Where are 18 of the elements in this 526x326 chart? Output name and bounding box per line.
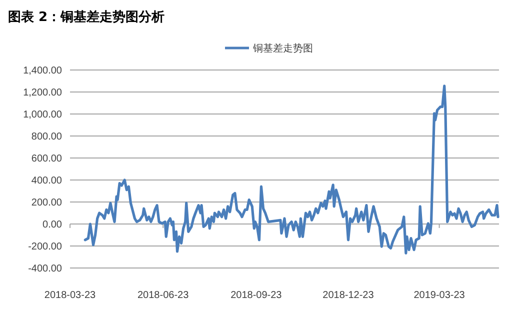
x-tick-label: 2019-03-23 bbox=[414, 290, 466, 301]
y-tick-label: 200.00 bbox=[31, 198, 62, 208]
x-tick-label: 2018-09-23 bbox=[230, 290, 282, 301]
y-tick-label: -400.00 bbox=[28, 264, 62, 274]
x-tick-label: 2018-12-23 bbox=[322, 290, 374, 301]
y-tick-label: 1,200.00 bbox=[23, 88, 62, 98]
chart-title: 图表 2：铜基差走势图分析 bbox=[8, 9, 165, 25]
line-series bbox=[84, 84, 500, 254]
x-tick-label: 2018-03-23 bbox=[44, 290, 96, 301]
y-tick-label: -200.00 bbox=[28, 242, 62, 252]
y-tick-label: 600.00 bbox=[31, 154, 62, 164]
y-tick-label: 1,400.00 bbox=[23, 66, 62, 76]
y-tick-label: 0.00 bbox=[42, 220, 62, 230]
y-tick-label: 1,000.00 bbox=[23, 110, 62, 120]
x-tick-label: 2018-06-23 bbox=[138, 290, 190, 301]
y-tick-label: 800.00 bbox=[31, 132, 62, 142]
y-tick-label: 400.00 bbox=[31, 176, 62, 186]
legend-label: 铜基差走势图 bbox=[252, 42, 313, 54]
